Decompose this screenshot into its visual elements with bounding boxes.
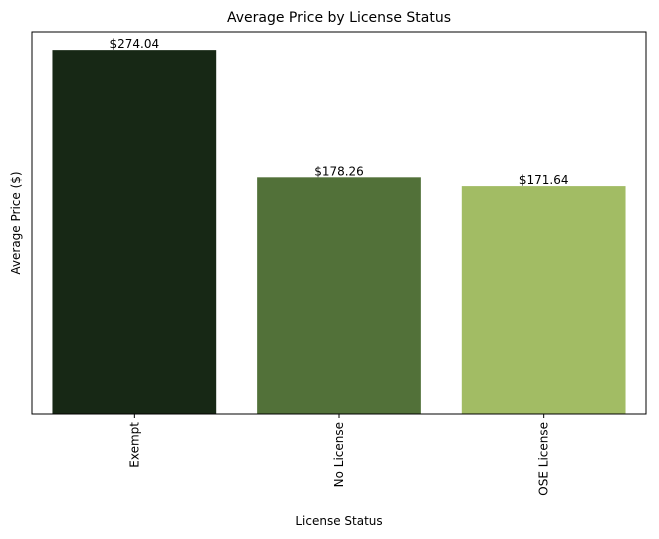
chart-title: Average Price by License Status bbox=[227, 10, 451, 26]
bar-no-license bbox=[257, 177, 421, 414]
data-label: $274.04 bbox=[110, 37, 160, 51]
bar-ose-license bbox=[461, 186, 626, 414]
bars-group bbox=[52, 50, 626, 415]
data-labels-group: $274.04 $178.26 $171.64 bbox=[110, 37, 569, 187]
y-axis-label: Average Price ($) bbox=[9, 171, 23, 274]
data-label: $171.64 bbox=[519, 173, 569, 187]
x-tick-label: OSE License bbox=[537, 422, 551, 496]
x-axis-label: License Status bbox=[295, 514, 382, 528]
x-ticks-group: Exempt No License OSE License bbox=[127, 414, 551, 496]
bar-exempt bbox=[52, 50, 217, 415]
data-label: $178.26 bbox=[314, 164, 364, 178]
x-tick-label: No License bbox=[332, 422, 346, 487]
x-tick-label: Exempt bbox=[127, 422, 141, 468]
